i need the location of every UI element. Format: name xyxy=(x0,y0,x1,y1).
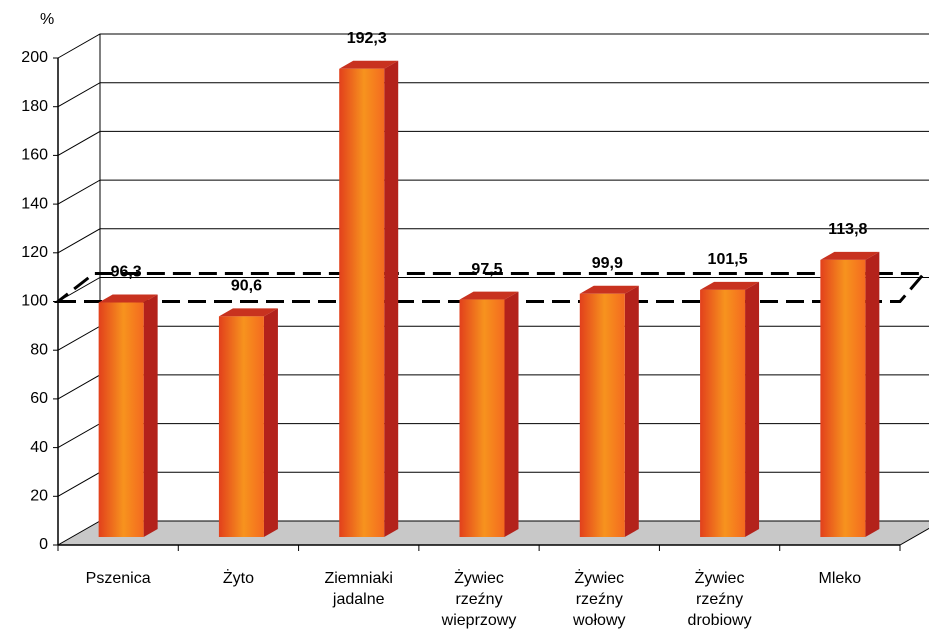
bar-side xyxy=(504,291,519,537)
value-label: 97,5 xyxy=(471,261,502,278)
bar-side xyxy=(143,294,158,537)
value-label: 113,8 xyxy=(828,221,867,238)
bar-side xyxy=(263,308,278,537)
y-tick-label: 80 xyxy=(30,341,48,358)
bar-top xyxy=(700,281,760,290)
bar-top xyxy=(218,308,278,317)
bar-side xyxy=(624,285,639,537)
y-tick-label: 0 xyxy=(39,536,48,553)
bar-top xyxy=(579,285,639,294)
x-tick-label: Żywiec rzeźny wołowy xyxy=(573,570,626,629)
bar-side xyxy=(745,281,760,537)
bar xyxy=(218,316,264,537)
value-label: 96,3 xyxy=(111,264,142,281)
bar xyxy=(700,289,746,537)
bar xyxy=(579,293,625,537)
y-tick-label: 120 xyxy=(21,244,48,261)
bar xyxy=(459,299,505,537)
bar xyxy=(820,259,866,537)
bar-top xyxy=(98,294,158,303)
bar-top xyxy=(339,60,399,69)
bar-top xyxy=(820,251,880,260)
y-tick-label: 160 xyxy=(21,147,48,164)
x-tick-label: Żyto xyxy=(222,570,254,587)
grid-line xyxy=(57,130,929,156)
grid-line xyxy=(57,228,929,254)
grid-line xyxy=(57,179,929,205)
y-axis-label: % xyxy=(40,11,54,28)
y-tick-label: 20 xyxy=(30,488,48,505)
y-tick-label: 180 xyxy=(21,98,48,115)
x-tick-label: Żywiec rzeźny wieprzowy xyxy=(441,570,517,629)
x-tick-label: Pszenica xyxy=(85,570,151,587)
value-label: 101,5 xyxy=(708,251,748,268)
y-tick-label: 40 xyxy=(30,439,48,456)
bar-side xyxy=(384,60,399,537)
bar-side xyxy=(865,251,880,537)
y-tick-label: 200 xyxy=(21,49,48,66)
value-label: 90,6 xyxy=(231,278,262,295)
y-tick-label: 60 xyxy=(30,390,48,407)
y-tick-label: 140 xyxy=(21,195,48,212)
grid-line xyxy=(57,82,929,108)
bar-top xyxy=(459,291,519,300)
value-label: 192,3 xyxy=(347,30,387,47)
bar xyxy=(98,302,144,537)
x-tick-label: Mleko xyxy=(818,570,862,587)
grid-line xyxy=(57,33,929,59)
x-tick-label: Żywiec rzeźny drobiowy xyxy=(687,570,752,629)
value-label: 99,9 xyxy=(592,255,623,272)
y-tick-label: 100 xyxy=(21,293,48,310)
bar xyxy=(339,68,385,537)
x-tick-label: Ziemniaki jadalne xyxy=(324,570,393,608)
